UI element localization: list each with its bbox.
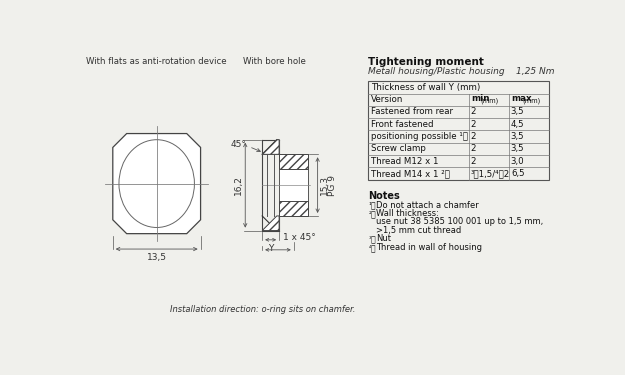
Text: use nut 38 5385 100 001 up to 1,5 mm,: use nut 38 5385 100 001 up to 1,5 mm,	[376, 217, 543, 226]
Text: Installation direction: o-ring sits on chamfer.: Installation direction: o-ring sits on c…	[170, 306, 356, 315]
Text: ³⧦: ³⧦	[369, 234, 376, 243]
Bar	[369, 81, 549, 180]
Text: ³⧦1,5/⁴⧦2: ³⧦1,5/⁴⧦2	[471, 169, 510, 178]
Text: Metall housing/Plastic housing: Metall housing/Plastic housing	[369, 68, 505, 76]
Text: Do not attach a chamfer: Do not attach a chamfer	[376, 201, 479, 210]
Text: Y: Y	[268, 244, 273, 253]
Text: Front fastened: Front fastened	[371, 120, 433, 129]
Text: Thread M14 x 1 ²⧦: Thread M14 x 1 ²⧦	[371, 169, 449, 178]
Text: 3,5: 3,5	[511, 132, 524, 141]
Polygon shape	[262, 140, 279, 154]
Text: Version: Version	[371, 95, 403, 104]
Text: With bore hole: With bore hole	[243, 57, 306, 66]
Text: 1,25 Nm: 1,25 Nm	[516, 68, 555, 76]
Text: (mm): (mm)	[481, 97, 499, 104]
Polygon shape	[279, 201, 308, 216]
Text: ²⧦: ²⧦	[369, 209, 376, 218]
Text: 2: 2	[471, 157, 476, 166]
Text: 2: 2	[471, 144, 476, 153]
Text: 3,0: 3,0	[511, 157, 524, 166]
Text: Fastened from rear: Fastened from rear	[371, 108, 452, 117]
Text: 2: 2	[471, 132, 476, 141]
Text: 3,5: 3,5	[511, 144, 524, 153]
Text: 16,2: 16,2	[234, 175, 243, 195]
Text: With flats as anti-rotation device: With flats as anti-rotation device	[86, 57, 227, 66]
Text: 1 x 45°: 1 x 45°	[283, 233, 316, 242]
Polygon shape	[112, 134, 201, 234]
Text: Notes: Notes	[369, 190, 400, 201]
Text: Tightening moment: Tightening moment	[369, 57, 484, 66]
Text: PG 9: PG 9	[328, 175, 338, 196]
Text: 45°: 45°	[231, 140, 247, 149]
Text: Thread in wall of housing: Thread in wall of housing	[376, 243, 482, 252]
Text: Thread M12 x 1: Thread M12 x 1	[371, 157, 438, 166]
Polygon shape	[262, 216, 279, 231]
Text: 4,5: 4,5	[511, 120, 524, 129]
Text: >1,5 mm cut thread: >1,5 mm cut thread	[376, 226, 461, 235]
Text: 3,5: 3,5	[511, 108, 524, 117]
Polygon shape	[262, 140, 279, 154]
Text: 13,5: 13,5	[147, 253, 167, 262]
Text: 15,3: 15,3	[320, 175, 329, 195]
Text: 2: 2	[471, 120, 476, 129]
Text: min: min	[471, 94, 489, 104]
Text: Wall thickness:: Wall thickness:	[376, 209, 439, 218]
Text: ⁴⧦: ⁴⧦	[369, 243, 376, 252]
Text: Thickness of wall Y (mm): Thickness of wall Y (mm)	[371, 83, 480, 92]
Text: 2: 2	[471, 108, 476, 117]
Text: 6,5: 6,5	[511, 169, 524, 178]
Text: max: max	[511, 94, 531, 104]
Text: (mm): (mm)	[522, 97, 541, 104]
Text: Nut: Nut	[376, 234, 391, 243]
Polygon shape	[279, 154, 308, 169]
Text: ¹⧦: ¹⧦	[369, 201, 376, 210]
Text: positioning possible ¹⧦: positioning possible ¹⧦	[371, 132, 468, 141]
Bar	[279, 154, 308, 216]
Text: Screw clamp: Screw clamp	[371, 144, 426, 153]
